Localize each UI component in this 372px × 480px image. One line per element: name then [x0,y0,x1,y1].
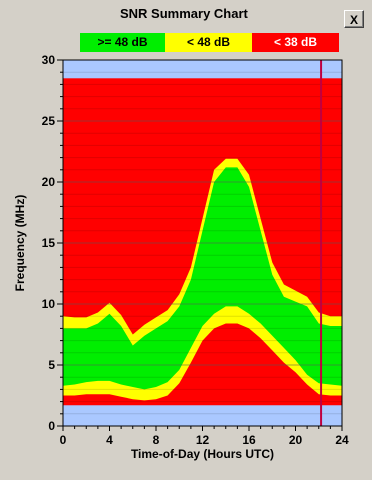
x-tick-label: 0 [60,433,67,447]
lower-band [63,405,342,426]
legend-high-snr: >= 48 dB [80,33,165,52]
x-axis-label: Time-of-Day (Hours UTC) [131,447,274,461]
high-snr-region [63,167,342,390]
y-tick-label: 25 [42,114,56,128]
chart-title: SNR Summary Chart [120,6,248,21]
close-button[interactable]: X [344,10,364,28]
legend-mid-snr: < 48 dB [165,33,252,52]
y-tick-label: 5 [48,358,55,372]
x-tick-label: 12 [196,433,210,447]
x-tick-label: 8 [153,433,160,447]
x-tick-label: 20 [289,433,303,447]
x-tick-label: 16 [242,433,256,447]
x-tick-label: 24 [335,433,349,447]
legend-low-snr: < 38 dB [252,33,339,52]
y-axis-label: Frequency (MHz) [13,195,27,292]
x-tick-label: 4 [106,433,113,447]
y-tick-label: 20 [42,175,56,189]
y-tick-label: 0 [48,419,55,433]
upper-band [63,60,342,79]
y-tick-label: 30 [42,53,56,67]
y-tick-label: 15 [42,236,56,250]
y-tick-label: 10 [42,297,56,311]
